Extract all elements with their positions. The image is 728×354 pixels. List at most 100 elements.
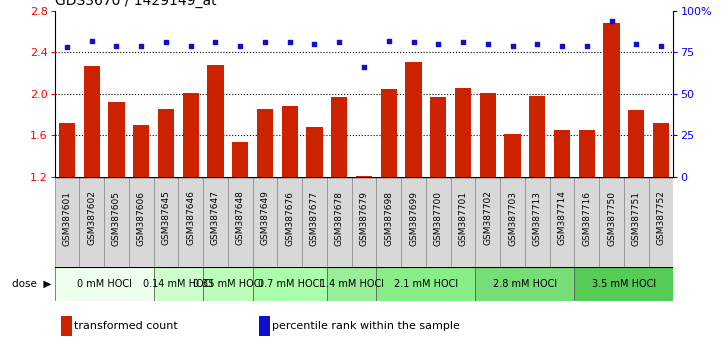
Bar — [302, 177, 327, 267]
Bar — [505, 135, 521, 177]
Point — [556, 43, 568, 48]
Text: GSM387751: GSM387751 — [632, 190, 641, 246]
Bar — [381, 88, 397, 177]
Bar — [529, 96, 545, 177]
Bar — [480, 93, 496, 177]
Text: GDS3670 / 1429149_at: GDS3670 / 1429149_at — [55, 0, 216, 8]
Text: GSM387601: GSM387601 — [63, 190, 71, 246]
Text: GSM387677: GSM387677 — [310, 190, 319, 246]
Text: GSM387700: GSM387700 — [434, 190, 443, 246]
Bar — [133, 125, 149, 177]
Bar — [84, 66, 100, 177]
Point — [383, 38, 395, 44]
Bar — [178, 177, 203, 267]
Text: GSM387646: GSM387646 — [186, 190, 195, 245]
Point — [234, 43, 246, 48]
Bar — [356, 176, 372, 177]
Text: transformed count: transformed count — [74, 321, 178, 331]
Bar — [451, 177, 475, 267]
Bar — [79, 177, 104, 267]
Bar — [574, 267, 673, 301]
Bar — [352, 177, 376, 267]
Bar — [104, 177, 129, 267]
Point — [606, 18, 617, 23]
Text: GSM387605: GSM387605 — [112, 190, 121, 246]
Bar — [624, 177, 649, 267]
Text: 1.4 mM HOCl: 1.4 mM HOCl — [320, 279, 384, 289]
Text: 2.8 mM HOCl: 2.8 mM HOCl — [493, 279, 557, 289]
Point — [135, 43, 147, 48]
Text: GSM387648: GSM387648 — [236, 190, 245, 245]
Point — [284, 39, 296, 45]
Bar — [327, 267, 376, 301]
Bar — [579, 130, 595, 177]
Text: GSM387716: GSM387716 — [582, 190, 591, 246]
Bar — [232, 142, 248, 177]
Text: GSM387752: GSM387752 — [657, 190, 665, 245]
Bar — [203, 177, 228, 267]
Text: GSM387602: GSM387602 — [87, 190, 96, 245]
Text: GSM387699: GSM387699 — [409, 190, 418, 246]
Bar — [203, 267, 253, 301]
Bar — [55, 177, 79, 267]
Point — [457, 39, 469, 45]
Bar — [154, 267, 203, 301]
Bar — [61, 316, 72, 336]
Bar — [426, 177, 451, 267]
Text: 0.35 mM HOCl: 0.35 mM HOCl — [193, 279, 263, 289]
Bar — [628, 110, 644, 177]
Bar — [376, 267, 475, 301]
Point — [432, 41, 444, 47]
Bar — [108, 102, 124, 177]
Text: GSM387678: GSM387678 — [335, 190, 344, 246]
Text: 2.1 mM HOCl: 2.1 mM HOCl — [394, 279, 458, 289]
Point — [655, 43, 667, 48]
Text: GSM387676: GSM387676 — [285, 190, 294, 246]
Bar — [55, 267, 154, 301]
Text: GSM387750: GSM387750 — [607, 190, 616, 246]
Text: GSM387649: GSM387649 — [261, 190, 269, 245]
Bar — [649, 177, 673, 267]
Bar — [253, 267, 327, 301]
Bar — [405, 62, 422, 177]
Point — [259, 39, 271, 45]
Text: 0.7 mM HOCl: 0.7 mM HOCl — [258, 279, 322, 289]
Bar — [525, 177, 550, 267]
Point — [86, 38, 98, 44]
Text: 0.14 mM HOCl: 0.14 mM HOCl — [143, 279, 213, 289]
Text: dose  ▶: dose ▶ — [12, 279, 51, 289]
Point — [333, 39, 345, 45]
Bar — [401, 177, 426, 267]
Bar — [183, 93, 199, 177]
Point — [630, 41, 642, 47]
Bar — [653, 123, 669, 177]
Bar — [574, 177, 599, 267]
Bar — [253, 177, 277, 267]
Bar — [257, 109, 273, 177]
Text: 0 mM HOCl: 0 mM HOCl — [76, 279, 132, 289]
Text: 3.5 mM HOCl: 3.5 mM HOCl — [592, 279, 656, 289]
Point — [185, 43, 197, 48]
Text: percentile rank within the sample: percentile rank within the sample — [272, 321, 460, 331]
Bar — [158, 109, 174, 177]
Bar — [550, 177, 574, 267]
Point — [111, 43, 122, 48]
Bar — [599, 177, 624, 267]
Bar — [259, 316, 270, 336]
Text: GSM387679: GSM387679 — [360, 190, 368, 246]
Point — [160, 39, 172, 45]
Bar — [282, 106, 298, 177]
Text: GSM387701: GSM387701 — [459, 190, 467, 246]
Bar — [228, 177, 253, 267]
Text: GSM387703: GSM387703 — [508, 190, 517, 246]
Bar — [306, 127, 323, 177]
Bar — [475, 177, 500, 267]
Bar — [327, 177, 352, 267]
Bar — [129, 177, 154, 267]
Text: GSM387714: GSM387714 — [558, 190, 566, 245]
Bar — [331, 97, 347, 177]
Bar — [59, 123, 75, 177]
Bar — [207, 65, 223, 177]
Text: GSM387606: GSM387606 — [137, 190, 146, 246]
Bar — [604, 23, 620, 177]
